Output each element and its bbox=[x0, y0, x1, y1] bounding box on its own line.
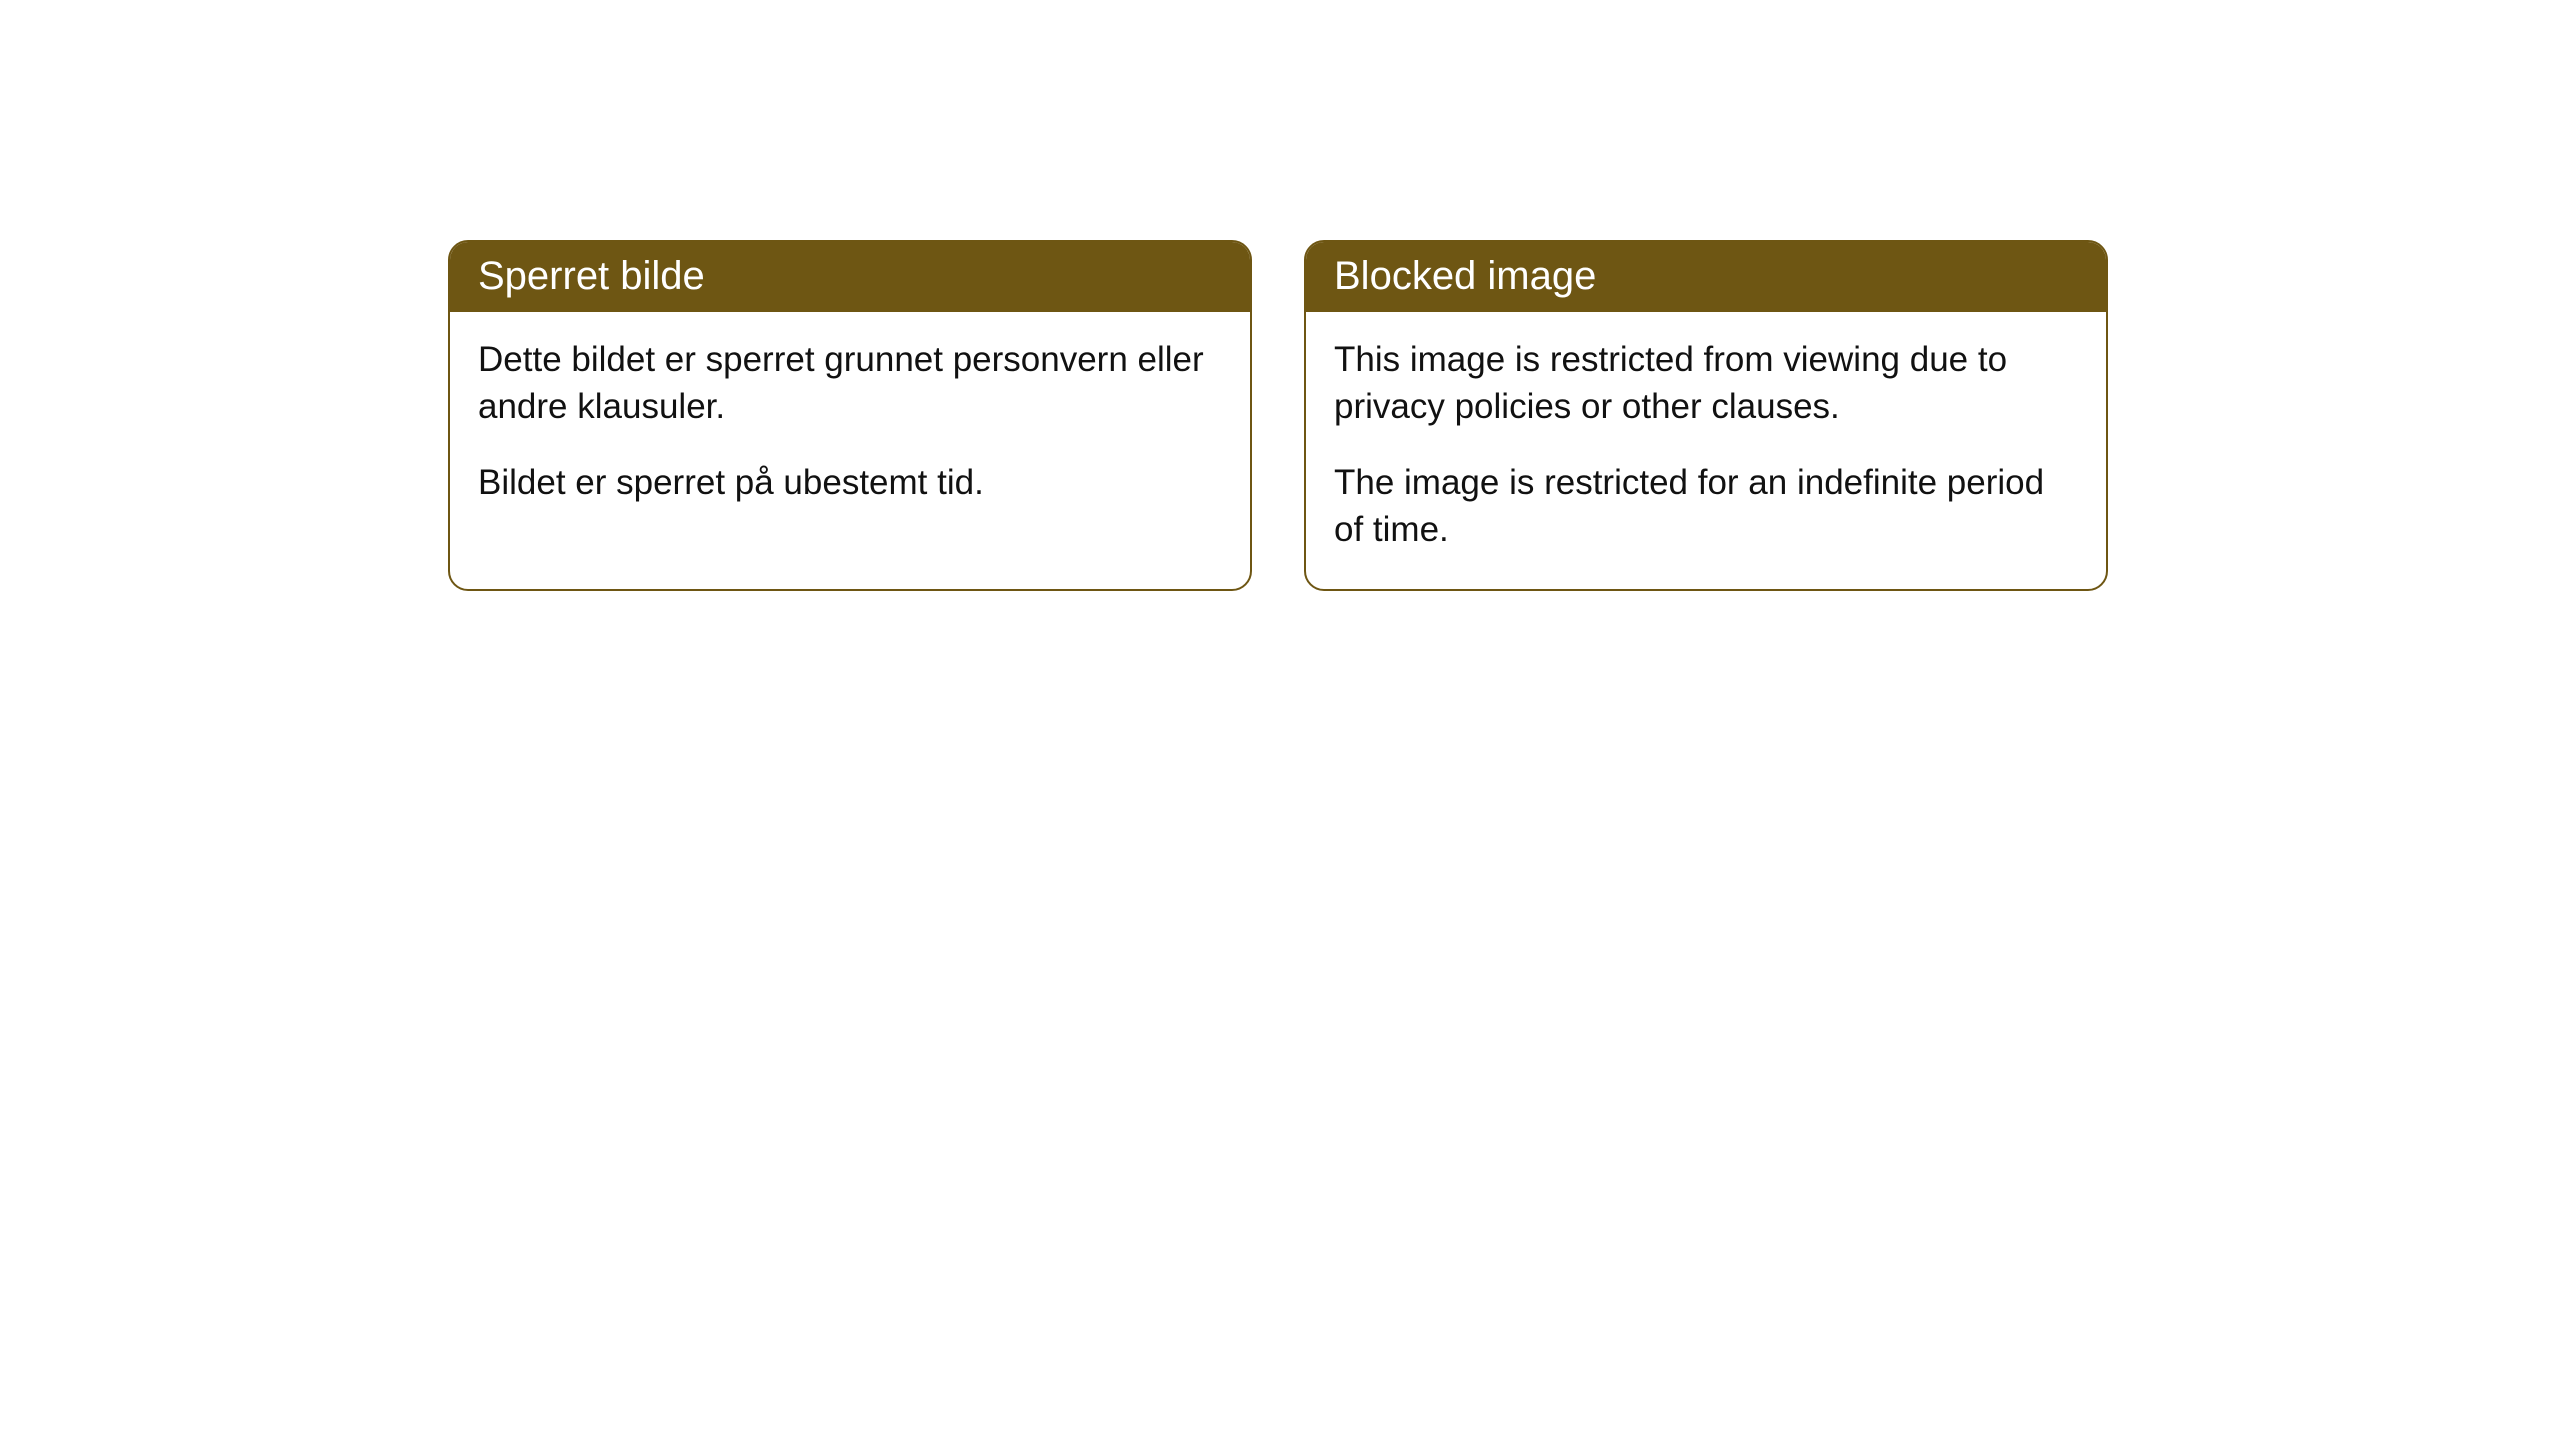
card-header: Sperret bilde bbox=[450, 242, 1250, 312]
card-paragraph: Dette bildet er sperret grunnet personve… bbox=[478, 336, 1222, 431]
cards-container: Sperret bilde Dette bildet er sperret gr… bbox=[448, 240, 2108, 591]
blocked-image-card-no: Sperret bilde Dette bildet er sperret gr… bbox=[448, 240, 1252, 591]
card-paragraph: The image is restricted for an indefinit… bbox=[1334, 459, 2078, 554]
blocked-image-card-en: Blocked image This image is restricted f… bbox=[1304, 240, 2108, 591]
card-body: Dette bildet er sperret grunnet personve… bbox=[450, 312, 1250, 542]
card-paragraph: Bildet er sperret på ubestemt tid. bbox=[478, 459, 1222, 506]
card-header: Blocked image bbox=[1306, 242, 2106, 312]
card-body: This image is restricted from viewing du… bbox=[1306, 312, 2106, 589]
card-paragraph: This image is restricted from viewing du… bbox=[1334, 336, 2078, 431]
